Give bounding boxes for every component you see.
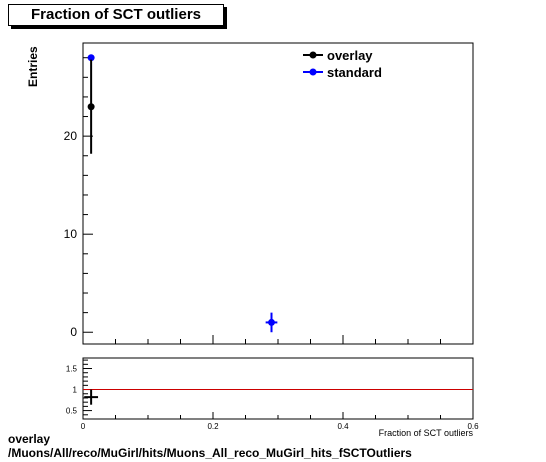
ratio-y-tick-label: 1.5: [66, 365, 78, 374]
legend: overlay standard: [303, 48, 382, 80]
y-axis-label: Entries: [26, 46, 40, 87]
ratio-y-tick-label: 0.5: [66, 407, 78, 416]
footer-label-2: /Muons/All/reco/MuGirl/hits/Muons_All_re…: [8, 446, 412, 460]
footer-label-1: overlay: [8, 432, 51, 446]
legend-label: overlay: [327, 48, 373, 63]
x-tick-label: 0.6: [467, 422, 479, 431]
y-tick-label: 20: [64, 129, 78, 143]
ratio-marks: [84, 389, 99, 405]
chart-title: Fraction of SCT outliers: [30, 6, 201, 23]
standard-point: [268, 318, 275, 326]
title-box: Fraction of SCT outliers: [8, 4, 224, 26]
standard-point: [87, 54, 95, 62]
y-tick-label: 10: [64, 227, 78, 241]
x-tick-label: 0.4: [337, 422, 349, 431]
overlay-point: [87, 103, 95, 111]
legend-marker: [309, 51, 317, 59]
x-axis-label: Fraction of SCT outliers: [379, 428, 474, 438]
ratio-y-tick-label: 1: [73, 386, 78, 395]
legend-marker: [309, 68, 317, 76]
x-tick-label: 0: [81, 422, 86, 431]
main-axes: 0 10 20: [64, 57, 474, 344]
x-tick-label: 0.2: [207, 422, 219, 431]
y-tick-label: 0: [70, 325, 77, 339]
legend-label: standard: [327, 65, 382, 80]
ratio-axes: 0.5 1 1.5 0 0.2 0.4 0.6: [66, 359, 479, 431]
ratio-plot-frame: [82, 357, 474, 420]
main-plot-frame: [82, 42, 474, 345]
main-marks: [87, 54, 278, 333]
